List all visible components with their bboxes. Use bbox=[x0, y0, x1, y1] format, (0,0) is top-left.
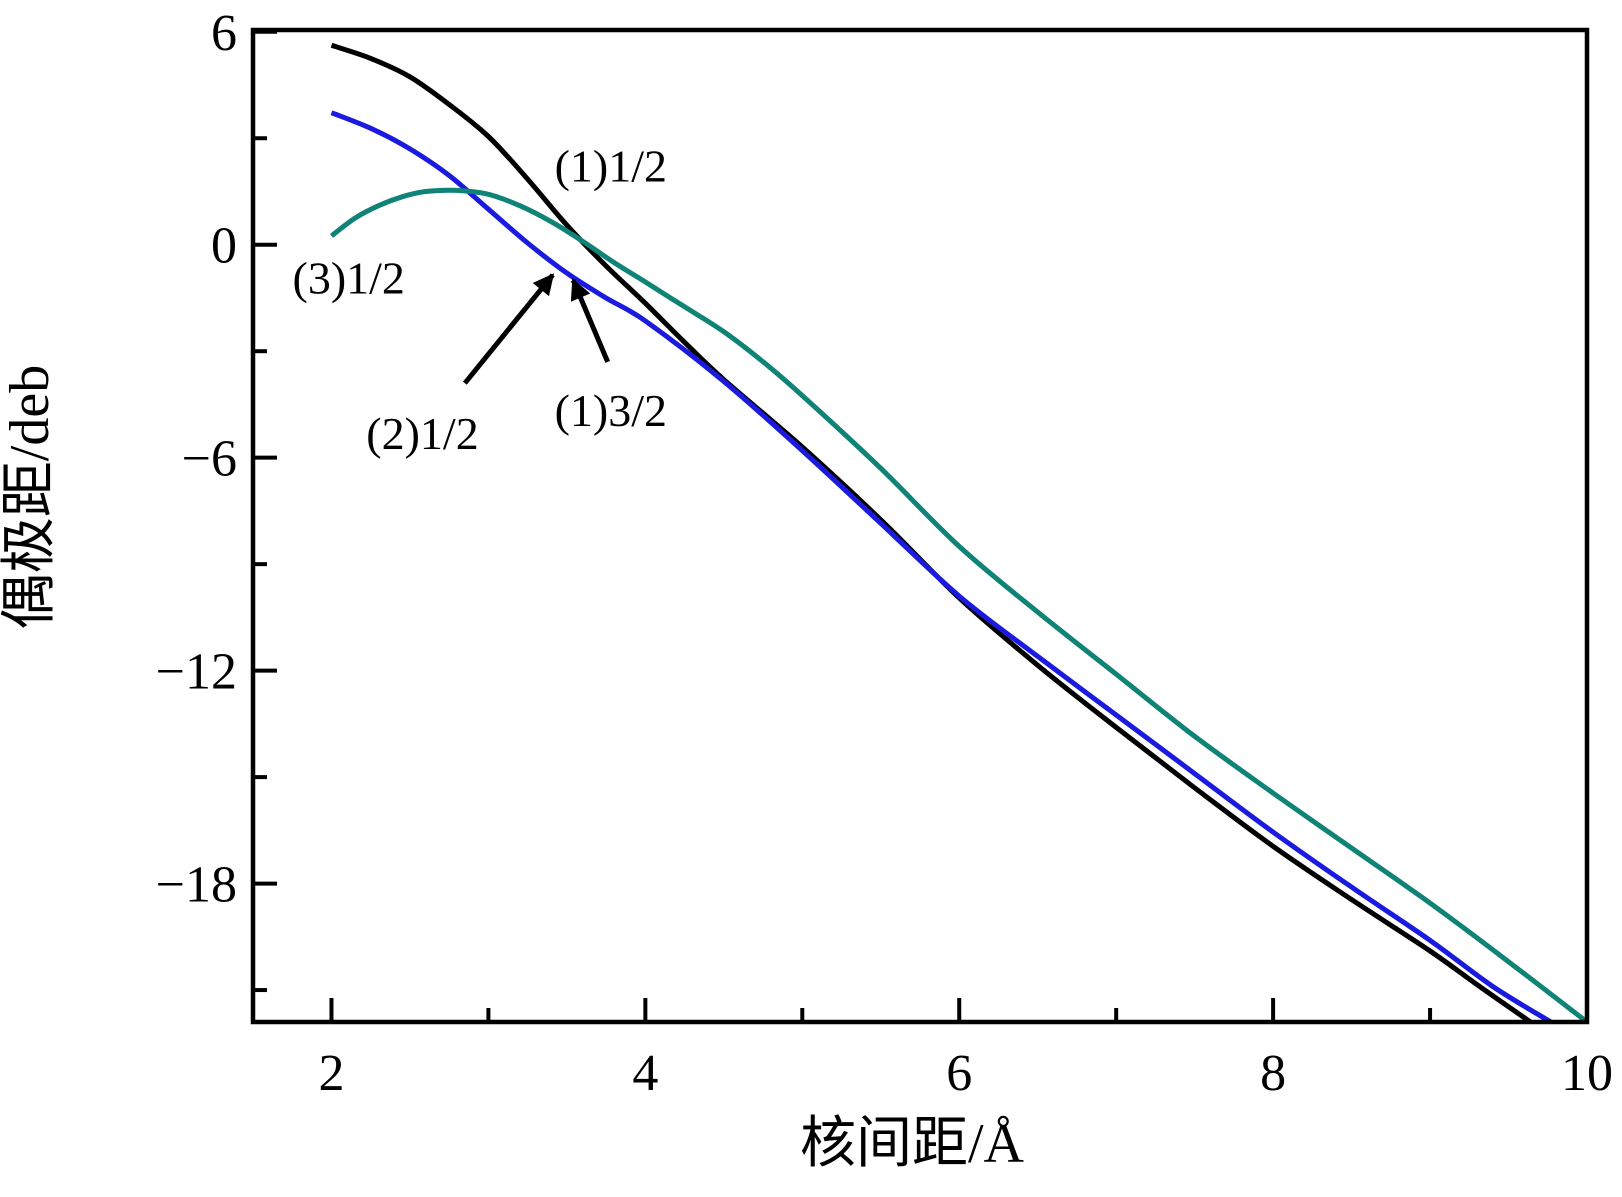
curve-label-132: (1)3/2 bbox=[555, 385, 667, 436]
curve-label-312: (3)1/2 bbox=[293, 253, 405, 304]
curve-annotations: (1)1/2 (3)1/2 (2)1/2 (1)3/2 bbox=[293, 141, 668, 459]
curves bbox=[329, 42, 1589, 1025]
curve-state-3-1-2 bbox=[329, 187, 1589, 1024]
y-tick-label: 0 bbox=[211, 218, 237, 275]
curve-state-1-1-2 bbox=[330, 42, 1532, 1025]
axis-ticks: 2 4 6 8 10 6 0 −6 −12 −18 bbox=[156, 5, 1613, 1102]
x-tick-label: 6 bbox=[946, 1045, 972, 1102]
y-tick-label: −6 bbox=[182, 431, 237, 488]
x-tick-label: 4 bbox=[632, 1045, 658, 1102]
x-tick-label: 10 bbox=[1561, 1045, 1613, 1102]
curve-label-112: (1)1/2 bbox=[555, 141, 667, 192]
x-axis-title: 核间距/Å bbox=[800, 1113, 1025, 1175]
y-axis-title: 偶极距/deb bbox=[0, 365, 61, 629]
y-tick-label: 6 bbox=[211, 5, 237, 62]
annotation-arrow-2 bbox=[570, 278, 610, 363]
plot-frame bbox=[250, 27, 1590, 1025]
x-tick-label: 8 bbox=[1260, 1045, 1286, 1102]
curve-states-1-3-2-and-2-1-2 bbox=[330, 110, 1553, 1025]
curve-label-212: (2)1/2 bbox=[366, 408, 478, 459]
x-tick-label: 2 bbox=[318, 1045, 344, 1102]
annotation-arrow-1 bbox=[462, 273, 555, 385]
y-tick-label: −18 bbox=[156, 857, 237, 914]
y-tick-label: −12 bbox=[156, 644, 237, 701]
